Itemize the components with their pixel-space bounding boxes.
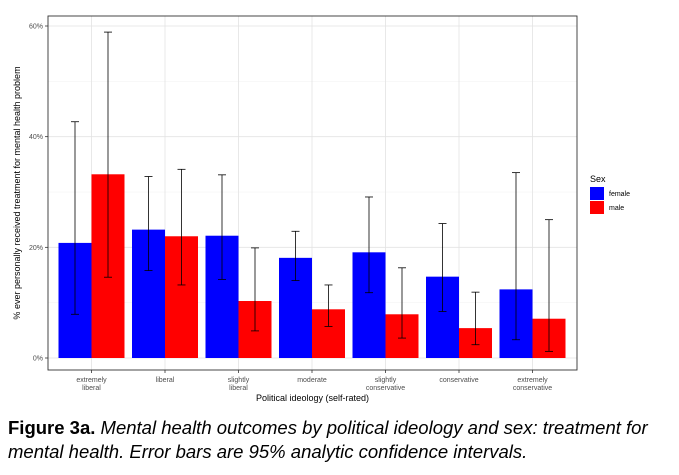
error-bars [71,31,553,352]
x-tick-label: conservative [513,385,552,392]
x-tick-label: liberal [156,377,175,384]
x-tick-label: liberal [229,385,248,392]
figure-caption: Figure 3a. Mental health outcomes by pol… [8,416,673,464]
y-tick-label: 60% [29,24,43,31]
y-axis-title: % ever personally received treatment for… [12,66,22,319]
caption-label: Figure 3a. [8,417,96,438]
x-tick-label: conservative [439,377,478,384]
bars [58,174,566,358]
x-tick-label: extremely [517,377,548,384]
x-tick-label: extremely [76,377,107,384]
x-axis-title: Political ideology (self-rated) [256,393,369,403]
legend-label-male: male [609,205,624,212]
figure: 0% 20% 40% 60% extremely liberal liberal slight… [12,15,630,403]
x-tick-label: moderate [297,377,327,384]
legend-title: Sex [590,174,606,184]
y-tick-label: 40% [29,134,43,141]
caption-text: Mental health outcomes by political ideo… [8,417,648,462]
y-tick-label: 0% [33,356,43,363]
panel-border [47,15,578,371]
y-tick-label: 20% [29,245,43,252]
x-tick-label: conservative [366,385,405,392]
legend-key-female [590,187,604,200]
x-tick-label: liberal [82,385,101,392]
legend-key-male [590,201,604,214]
legend-label-female: female [609,191,630,198]
x-tick-label: slightly [375,377,397,384]
x-tick-label: slightly [228,377,250,384]
